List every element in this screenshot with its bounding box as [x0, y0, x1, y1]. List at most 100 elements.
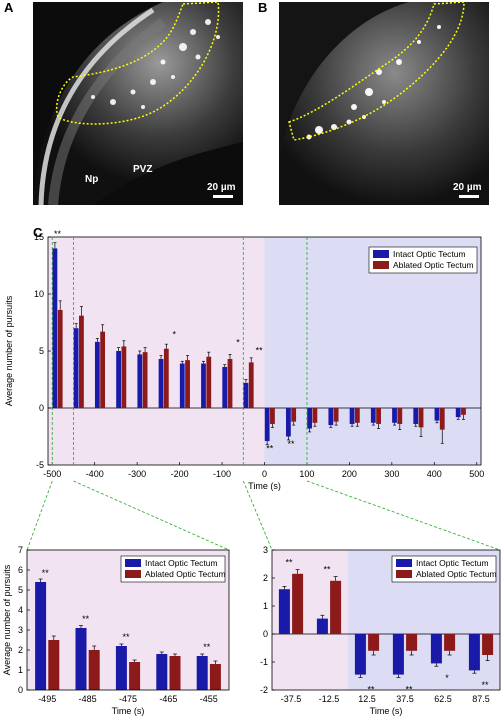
main-bar-intact — [434, 408, 440, 421]
inset-early-bar-intact — [75, 628, 87, 690]
main-significance-mark: * — [173, 329, 177, 339]
main-bar-ablated — [227, 358, 233, 408]
inset-early-legend-label-1: Ablated Optic Tectum — [145, 569, 226, 579]
inset-transition-significance-mark: ** — [367, 684, 375, 694]
inset-early-legend-label-0: Intact Optic Tectum — [145, 558, 218, 568]
inset-transition-significance-mark: ** — [405, 684, 413, 694]
main-bar-ablated — [163, 348, 169, 408]
main-significance-mark: ** — [54, 229, 62, 239]
inset-early-bar-intact — [115, 646, 127, 690]
inset-transition-legend-swatch-0 — [396, 559, 412, 567]
panel-b-scalebar-label: 20 µm — [453, 182, 482, 193]
inset-early-bar-intact — [35, 582, 47, 690]
main-bar-ablated — [291, 408, 297, 422]
main-xtick-label: -100 — [213, 469, 231, 479]
main-bar-ablated — [439, 408, 445, 430]
inset-transition-bar-ablated — [292, 573, 304, 634]
main-bar-intact — [264, 408, 270, 442]
main-bar-ablated — [333, 408, 339, 422]
zoom-connector-1 — [73, 480, 230, 551]
inset-transition-bar-intact — [354, 634, 366, 675]
main-significance-mark: ** — [256, 345, 264, 355]
panel-b-image: 20 µm — [279, 2, 489, 205]
inset-transition-significance-mark: * — [445, 673, 449, 683]
inset-early-xtick-label: -495 — [38, 694, 56, 704]
inset-early-ytick-label: 0 — [18, 685, 23, 695]
panel-a-label-np: Np — [85, 174, 98, 185]
inset-transition-significance-mark: ** — [481, 680, 489, 690]
inset-early-legend-swatch-0 — [125, 559, 141, 567]
inset-early-bar-ablated — [88, 650, 100, 690]
panel-b-micrograph: 20 µm — [279, 2, 489, 205]
inset-transition-ytick-label: 1 — [263, 601, 268, 611]
inset-early-xtick-label: -455 — [200, 694, 218, 704]
main-significance-mark: * — [236, 337, 240, 347]
inset-transition-bar-intact — [278, 589, 290, 634]
zoom-connector-3 — [306, 480, 501, 551]
inset-transition-bar-ablated — [444, 634, 456, 651]
panel-a-outline — [56, 2, 220, 125]
inset-transition-ytick-label: -1 — [260, 657, 268, 667]
main-xtick-label: 400 — [427, 469, 442, 479]
panel-a-micrograph: Np PVZ 20 µm — [33, 2, 243, 205]
inset-transition-xtick-label: -12.5 — [319, 694, 340, 704]
main-bar-intact — [116, 351, 121, 408]
inset-early-xtick-label: -475 — [119, 694, 137, 704]
main-bar-intact — [179, 363, 185, 408]
panel-b-label: B — [258, 0, 268, 15]
main-bar-ablated — [248, 362, 254, 408]
inset-early-bar-intact — [196, 656, 208, 690]
inset-early-bar-intact — [156, 654, 168, 690]
main-bar-intact — [307, 408, 313, 429]
panel-a-image: Np PVZ 20 µm — [33, 2, 243, 205]
main-bar-ablated — [376, 408, 381, 424]
inset-transition-xtick-label: 87.5 — [472, 694, 490, 704]
main-xtick-label: 100 — [299, 469, 314, 479]
inset-transition-significance-mark: ** — [323, 564, 331, 574]
inset-early-ytick-label: 5 — [18, 585, 23, 595]
panel-c-label: C — [33, 225, 43, 240]
inset-transition-ytick-label: -2 — [260, 685, 268, 695]
main-bar-ablated — [79, 315, 84, 408]
main-bar-intact — [73, 328, 79, 408]
panel-a-scalebar — [213, 195, 233, 198]
inset-early-bar-ablated — [129, 662, 141, 690]
main-bar-intact — [137, 354, 143, 408]
main-bar-intact — [370, 408, 376, 423]
main-bar-ablated — [354, 408, 360, 423]
main-bar-ablated — [121, 346, 127, 408]
inset-transition-significance-mark: ** — [285, 557, 293, 567]
inset-transition-frame — [271, 549, 501, 691]
panel-a-scalebar-label: 20 µm — [207, 182, 236, 193]
main-significance-mark: ** — [266, 443, 274, 453]
panel-a-label-pvz: PVZ — [133, 164, 152, 175]
inset-transition-xlabel: Time (s) — [370, 706, 403, 716]
panel-b-scalebar — [459, 195, 479, 198]
main-chart-region-pre — [48, 237, 265, 465]
main-bar-ablated — [206, 356, 212, 408]
inset-early-ytick-label: 1 — [18, 665, 23, 675]
inset-early-significance-mark: ** — [42, 568, 50, 578]
inset-early-ytick-label: 2 — [18, 645, 23, 655]
inset-transition-legend-label-1: Ablated Optic Tectum — [416, 569, 497, 579]
main-bar-ablated — [397, 408, 403, 424]
inset-transition-legend-label-0: Intact Optic Tectum — [416, 558, 489, 568]
main-xtick-label: 500 — [469, 469, 484, 479]
inset-transition-bar-ablated — [368, 634, 380, 651]
main-bar-ablated — [185, 360, 190, 408]
main-bar-intact — [94, 341, 100, 408]
inset-early-xtick-label: -485 — [79, 694, 97, 704]
main-ytick-label: 5 — [39, 346, 44, 356]
main-legend-swatch-1 — [373, 261, 389, 269]
main-xtick-label: -200 — [171, 469, 189, 479]
main-ytick-label: 10 — [34, 289, 44, 299]
inset-transition-ytick-label: 2 — [263, 573, 268, 583]
inset-early-significance-mark: ** — [122, 632, 130, 642]
panel-a-label: A — [4, 0, 14, 15]
main-ylabel: Average number of pursuits — [4, 295, 14, 406]
inset-early-ylabel: Average number of pursuits — [2, 564, 12, 675]
inset-transition-bar-intact — [392, 634, 404, 675]
main-legend-label-0: Intact Optic Tectum — [393, 249, 466, 259]
